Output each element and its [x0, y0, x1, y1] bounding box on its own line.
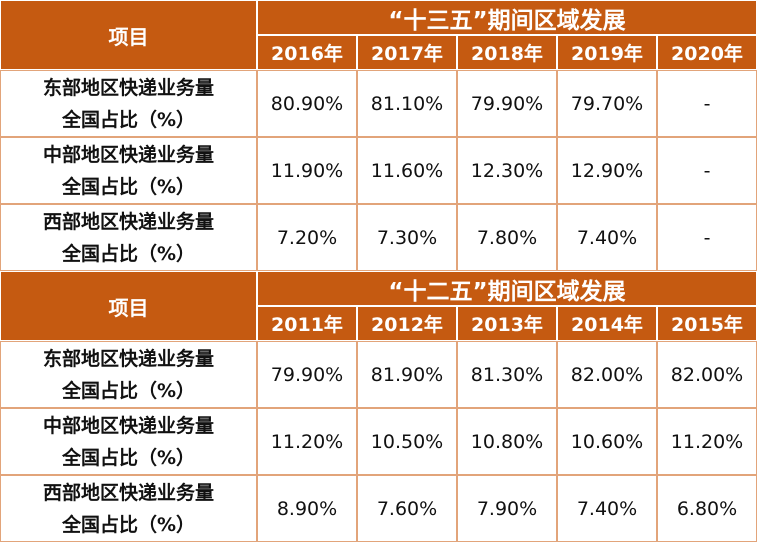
section-title: “十二五”期间区域发展: [257, 271, 757, 306]
year-header: 2015年: [657, 306, 757, 341]
value-cell: 12.30%: [457, 137, 557, 204]
value-cell: 10.80%: [457, 408, 557, 475]
value-cell: 79.90%: [457, 70, 557, 137]
section-title: “十三五”期间区域发展: [257, 0, 757, 35]
value-cell: 11.60%: [357, 137, 457, 204]
row-label-line: 全国占比（%）: [61, 513, 196, 536]
year-header: 2012年: [357, 306, 457, 341]
year-header: 2018年: [457, 35, 557, 70]
value-cell: 7.60%: [357, 475, 457, 542]
value-cell: 7.90%: [457, 475, 557, 542]
row-label-line: 中部地区快递业务量: [42, 414, 214, 437]
value-cell: 8.90%: [257, 475, 357, 542]
value-cell: 7.30%: [357, 204, 457, 271]
row-label: 中部地区快递业务量 全国占比（%）: [0, 408, 257, 475]
value-cell: 82.00%: [557, 341, 657, 408]
item-header: 项目: [0, 271, 257, 341]
value-cell: 79.70%: [557, 70, 657, 137]
value-cell: 7.40%: [557, 475, 657, 542]
year-header: 2014年: [557, 306, 657, 341]
value-cell: 12.90%: [557, 137, 657, 204]
item-header: 项目: [0, 0, 257, 70]
year-header: 2013年: [457, 306, 557, 341]
row-label-line: 西部地区快递业务量: [42, 210, 214, 233]
value-cell: 7.80%: [457, 204, 557, 271]
row-label-line: 东部地区快递业务量: [42, 347, 214, 370]
year-header: 2016年: [257, 35, 357, 70]
value-cell: 81.90%: [357, 341, 457, 408]
value-cell: 11.20%: [257, 408, 357, 475]
value-cell: 10.50%: [357, 408, 457, 475]
row-label-line: 西部地区快递业务量: [42, 481, 214, 504]
row-label: 东部地区快递业务量 全国占比（%）: [0, 341, 257, 408]
year-header: 2020年: [657, 35, 757, 70]
row-label: 西部地区快递业务量 全国占比（%）: [0, 204, 257, 271]
value-cell: 11.20%: [657, 408, 757, 475]
value-cell: 6.80%: [657, 475, 757, 542]
value-cell: -: [657, 137, 757, 204]
value-cell: 79.90%: [257, 341, 357, 408]
value-cell: -: [657, 70, 757, 137]
value-cell: 11.90%: [257, 137, 357, 204]
row-label-line: 全国占比（%）: [61, 379, 196, 402]
value-cell: 10.60%: [557, 408, 657, 475]
value-cell: 80.90%: [257, 70, 357, 137]
row-label-line: 全国占比（%）: [61, 446, 196, 469]
year-header: 2017年: [357, 35, 457, 70]
row-label-line: 全国占比（%）: [61, 108, 196, 131]
value-cell: 81.30%: [457, 341, 557, 408]
value-cell: 7.40%: [557, 204, 657, 271]
row-label: 西部地区快递业务量 全国占比（%）: [0, 475, 257, 542]
row-label: 中部地区快递业务量 全国占比（%）: [0, 137, 257, 204]
row-label: 东部地区快递业务量 全国占比（%）: [0, 70, 257, 137]
row-label-line: 全国占比（%）: [61, 242, 196, 265]
value-cell: 82.00%: [657, 341, 757, 408]
row-label-line: 东部地区快递业务量: [42, 76, 214, 99]
value-cell: -: [657, 204, 757, 271]
year-header: 2011年: [257, 306, 357, 341]
value-cell: 7.20%: [257, 204, 357, 271]
row-label-line: 中部地区快递业务量: [42, 143, 214, 166]
row-label-line: 全国占比（%）: [61, 175, 196, 198]
year-header: 2019年: [557, 35, 657, 70]
value-cell: 81.10%: [357, 70, 457, 137]
